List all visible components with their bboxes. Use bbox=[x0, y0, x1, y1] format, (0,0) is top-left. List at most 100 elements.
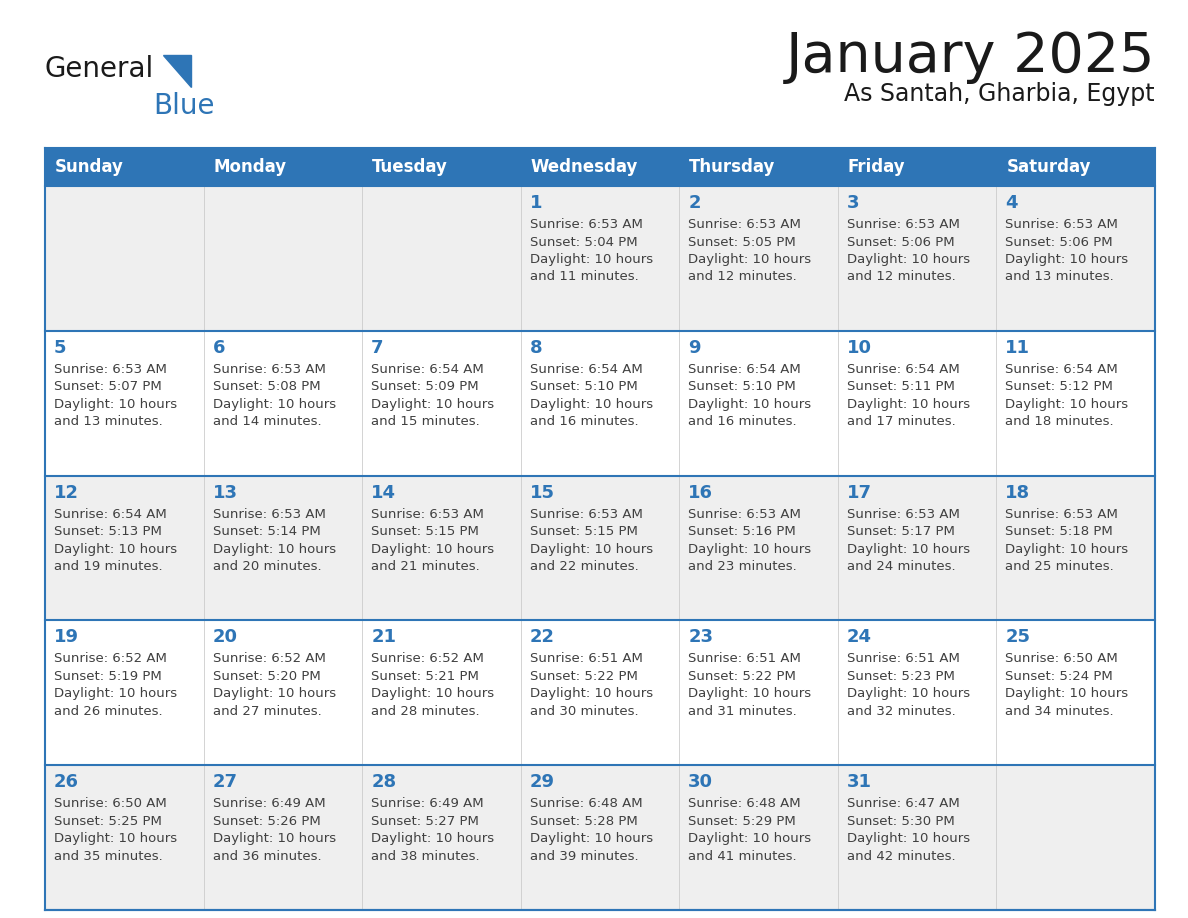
Text: Daylight: 10 hours: Daylight: 10 hours bbox=[371, 543, 494, 555]
Bar bbox=[45, 330, 1155, 476]
Text: Daylight: 10 hours: Daylight: 10 hours bbox=[847, 253, 969, 266]
Bar bbox=[45, 621, 1155, 766]
Text: 6: 6 bbox=[213, 339, 225, 357]
Text: and 17 minutes.: and 17 minutes. bbox=[847, 415, 955, 429]
Text: 26: 26 bbox=[53, 773, 78, 791]
Text: Sunset: 5:14 PM: Sunset: 5:14 PM bbox=[213, 525, 321, 538]
Text: Sunrise: 6:51 AM: Sunrise: 6:51 AM bbox=[688, 653, 801, 666]
Text: 17: 17 bbox=[847, 484, 872, 501]
Text: and 34 minutes.: and 34 minutes. bbox=[1005, 705, 1114, 718]
Text: Sunset: 5:06 PM: Sunset: 5:06 PM bbox=[1005, 236, 1113, 249]
Text: and 31 minutes.: and 31 minutes. bbox=[688, 705, 797, 718]
Text: 25: 25 bbox=[1005, 629, 1030, 646]
Text: Sunset: 5:26 PM: Sunset: 5:26 PM bbox=[213, 814, 321, 828]
Text: and 30 minutes.: and 30 minutes. bbox=[530, 705, 638, 718]
Text: and 26 minutes.: and 26 minutes. bbox=[53, 705, 163, 718]
Text: Sunrise: 6:53 AM: Sunrise: 6:53 AM bbox=[530, 508, 643, 521]
Text: Daylight: 10 hours: Daylight: 10 hours bbox=[53, 688, 177, 700]
Text: Daylight: 10 hours: Daylight: 10 hours bbox=[371, 833, 494, 845]
Text: Sunset: 5:09 PM: Sunset: 5:09 PM bbox=[371, 380, 479, 393]
Text: 20: 20 bbox=[213, 629, 238, 646]
Text: Sunset: 5:15 PM: Sunset: 5:15 PM bbox=[530, 525, 638, 538]
Text: Sunrise: 6:53 AM: Sunrise: 6:53 AM bbox=[1005, 508, 1118, 521]
Text: and 41 minutes.: and 41 minutes. bbox=[688, 850, 797, 863]
Text: Daylight: 10 hours: Daylight: 10 hours bbox=[53, 833, 177, 845]
Text: Daylight: 10 hours: Daylight: 10 hours bbox=[847, 833, 969, 845]
Text: Daylight: 10 hours: Daylight: 10 hours bbox=[530, 397, 653, 410]
Text: General: General bbox=[45, 55, 154, 83]
Text: and 15 minutes.: and 15 minutes. bbox=[371, 415, 480, 429]
Text: Sunset: 5:07 PM: Sunset: 5:07 PM bbox=[53, 380, 162, 393]
Text: Sunset: 5:13 PM: Sunset: 5:13 PM bbox=[53, 525, 162, 538]
Text: Daylight: 10 hours: Daylight: 10 hours bbox=[1005, 543, 1129, 555]
Text: Sunrise: 6:48 AM: Sunrise: 6:48 AM bbox=[688, 797, 801, 811]
Text: and 27 minutes.: and 27 minutes. bbox=[213, 705, 321, 718]
Text: Daylight: 10 hours: Daylight: 10 hours bbox=[1005, 253, 1129, 266]
Text: 10: 10 bbox=[847, 339, 872, 357]
Text: Daylight: 10 hours: Daylight: 10 hours bbox=[53, 543, 177, 555]
Text: Sunset: 5:27 PM: Sunset: 5:27 PM bbox=[371, 814, 479, 828]
Text: Sunset: 5:06 PM: Sunset: 5:06 PM bbox=[847, 236, 954, 249]
Text: As Santah, Gharbia, Egypt: As Santah, Gharbia, Egypt bbox=[845, 82, 1155, 106]
Text: Sunrise: 6:50 AM: Sunrise: 6:50 AM bbox=[1005, 653, 1118, 666]
Text: Sunrise: 6:51 AM: Sunrise: 6:51 AM bbox=[530, 653, 643, 666]
Text: and 42 minutes.: and 42 minutes. bbox=[847, 850, 955, 863]
Text: Sunrise: 6:54 AM: Sunrise: 6:54 AM bbox=[1005, 363, 1118, 375]
Text: Daylight: 10 hours: Daylight: 10 hours bbox=[688, 253, 811, 266]
Text: Daylight: 10 hours: Daylight: 10 hours bbox=[213, 397, 336, 410]
Text: Sunrise: 6:53 AM: Sunrise: 6:53 AM bbox=[1005, 218, 1118, 231]
Text: Sunrise: 6:54 AM: Sunrise: 6:54 AM bbox=[530, 363, 643, 375]
Text: Sunrise: 6:53 AM: Sunrise: 6:53 AM bbox=[213, 363, 326, 375]
Text: 28: 28 bbox=[371, 773, 397, 791]
Text: 15: 15 bbox=[530, 484, 555, 501]
Text: Monday: Monday bbox=[214, 158, 286, 176]
Text: Daylight: 10 hours: Daylight: 10 hours bbox=[371, 688, 494, 700]
Text: and 16 minutes.: and 16 minutes. bbox=[688, 415, 797, 429]
Text: Sunset: 5:20 PM: Sunset: 5:20 PM bbox=[213, 670, 321, 683]
Text: and 32 minutes.: and 32 minutes. bbox=[847, 705, 955, 718]
Text: Daylight: 10 hours: Daylight: 10 hours bbox=[371, 397, 494, 410]
Text: and 16 minutes.: and 16 minutes. bbox=[530, 415, 638, 429]
Text: and 11 minutes.: and 11 minutes. bbox=[530, 271, 638, 284]
Text: Sunrise: 6:53 AM: Sunrise: 6:53 AM bbox=[688, 508, 801, 521]
Text: and 35 minutes.: and 35 minutes. bbox=[53, 850, 163, 863]
Text: and 39 minutes.: and 39 minutes. bbox=[530, 850, 638, 863]
Text: Sunset: 5:22 PM: Sunset: 5:22 PM bbox=[688, 670, 796, 683]
Text: Sunset: 5:08 PM: Sunset: 5:08 PM bbox=[213, 380, 321, 393]
Text: Daylight: 10 hours: Daylight: 10 hours bbox=[847, 688, 969, 700]
Text: Sunrise: 6:53 AM: Sunrise: 6:53 AM bbox=[371, 508, 484, 521]
Text: and 20 minutes.: and 20 minutes. bbox=[213, 560, 321, 573]
Bar bbox=[45, 476, 1155, 621]
Text: and 23 minutes.: and 23 minutes. bbox=[688, 560, 797, 573]
Text: Tuesday: Tuesday bbox=[372, 158, 448, 176]
Text: Sunset: 5:19 PM: Sunset: 5:19 PM bbox=[53, 670, 162, 683]
Text: 30: 30 bbox=[688, 773, 713, 791]
Text: and 12 minutes.: and 12 minutes. bbox=[688, 271, 797, 284]
Text: 23: 23 bbox=[688, 629, 713, 646]
Text: Sunrise: 6:53 AM: Sunrise: 6:53 AM bbox=[847, 218, 960, 231]
Text: Daylight: 10 hours: Daylight: 10 hours bbox=[688, 688, 811, 700]
Text: Sunset: 5:16 PM: Sunset: 5:16 PM bbox=[688, 525, 796, 538]
Text: Blue: Blue bbox=[153, 92, 215, 120]
Text: 12: 12 bbox=[53, 484, 78, 501]
Bar bbox=[45, 148, 1155, 186]
Text: Thursday: Thursday bbox=[689, 158, 776, 176]
Bar bbox=[45, 766, 1155, 910]
Text: 19: 19 bbox=[53, 629, 78, 646]
Text: 7: 7 bbox=[371, 339, 384, 357]
Text: Sunrise: 6:54 AM: Sunrise: 6:54 AM bbox=[688, 363, 801, 375]
Text: Saturday: Saturday bbox=[1006, 158, 1091, 176]
Text: Daylight: 10 hours: Daylight: 10 hours bbox=[1005, 688, 1129, 700]
Text: 4: 4 bbox=[1005, 194, 1018, 212]
Text: and 38 minutes.: and 38 minutes. bbox=[371, 850, 480, 863]
Text: Sunset: 5:22 PM: Sunset: 5:22 PM bbox=[530, 670, 638, 683]
Text: and 22 minutes.: and 22 minutes. bbox=[530, 560, 638, 573]
Text: Sunset: 5:15 PM: Sunset: 5:15 PM bbox=[371, 525, 479, 538]
Text: 1: 1 bbox=[530, 194, 542, 212]
Text: Sunset: 5:04 PM: Sunset: 5:04 PM bbox=[530, 236, 637, 249]
Text: 29: 29 bbox=[530, 773, 555, 791]
Polygon shape bbox=[163, 55, 191, 87]
Text: and 25 minutes.: and 25 minutes. bbox=[1005, 560, 1114, 573]
Text: and 24 minutes.: and 24 minutes. bbox=[847, 560, 955, 573]
Text: and 13 minutes.: and 13 minutes. bbox=[53, 415, 163, 429]
